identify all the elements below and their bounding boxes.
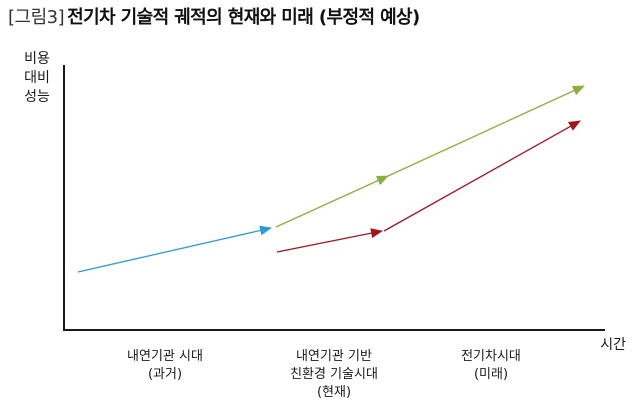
phase-label-line: 내연기관 시대 <box>127 349 203 364</box>
phase-label-future: 전기차시대 (미래) <box>461 348 521 384</box>
phase-label-present: 내연기관 기반 친환경 기술시대 (현재) <box>290 348 378 402</box>
y-axis-label: 비용 대비 성능 <box>12 50 62 107</box>
green-trajectory-arrow-1 <box>275 175 389 228</box>
phase-label-past: 내연기관 시대 (과거) <box>127 348 203 384</box>
green-trajectory-arrow-2 <box>387 85 585 177</box>
phase-label-line: (미래) <box>473 367 509 382</box>
figure-number: [그림3] <box>8 7 65 28</box>
red-trajectory-arrow-1 <box>276 228 383 253</box>
phase-label-line: (과거) <box>147 367 183 382</box>
figure-title: [그림3] 전기차 기술적 궤적의 현재와 미래 (부정적 예상) <box>8 7 420 29</box>
y-axis-label-line: 성능 <box>24 89 50 105</box>
x-axis-label: 시간 <box>600 337 626 353</box>
y-axis-label-line: 대비 <box>24 70 50 86</box>
phase-label-line: 친환경 기술시대 <box>290 367 378 382</box>
past-trajectory-arrow <box>77 225 272 273</box>
phase-label-line: 내연기관 기반 <box>296 349 372 364</box>
red-trajectory-arrow-2 <box>383 120 581 232</box>
phase-label-line: 전기차시대 <box>461 349 521 364</box>
figure-title-text: 전기차 기술적 궤적의 현재와 미래 (부정적 예상) <box>67 7 420 28</box>
phase-label-line: (현재) <box>316 385 352 400</box>
y-axis-label-line: 비용 <box>24 51 50 67</box>
